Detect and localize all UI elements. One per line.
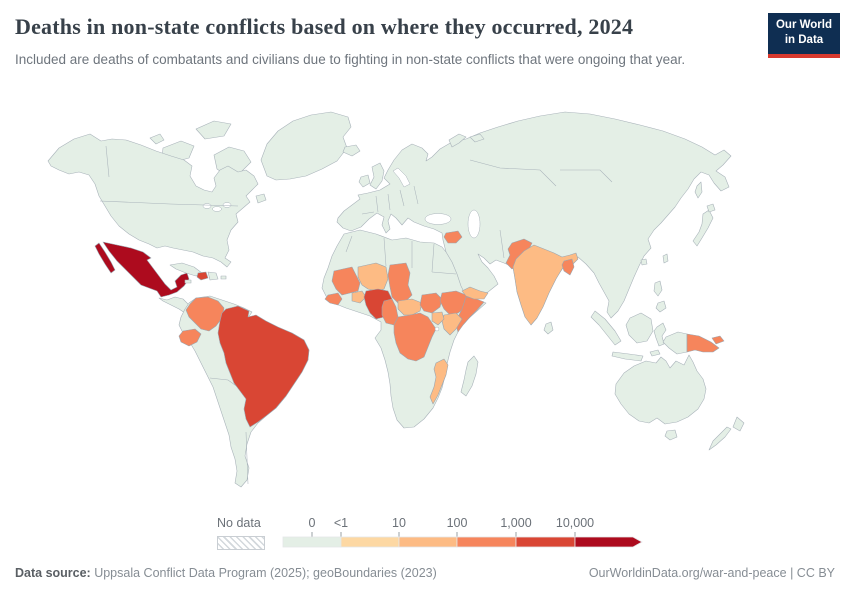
country-bangladesh[interactable] [561,258,575,276]
continent-australia[interactable] [614,354,707,425]
country-yemen[interactable] [461,286,489,300]
island-new-guinea-west[interactable] [662,331,688,355]
island-hainan[interactable] [640,258,648,266]
footer-separator: | [786,566,797,580]
country-uganda[interactable] [431,311,445,326]
baltic-sea [392,167,411,188]
owid-logo-line2: in Data [784,33,824,46]
island-novaya-zemlya[interactable] [448,133,467,148]
continent-north-america[interactable] [47,133,259,268]
data-source-text: Uppsala Conflict Data Program (2025); ge… [90,566,437,580]
island-hokkaido[interactable] [706,203,716,213]
great-lake [202,203,212,209]
legend-bin-5[interactable] [574,536,643,548]
legend-bin-1[interactable] [340,536,400,548]
country-brazil[interactable] [217,305,310,428]
country-colombia[interactable] [185,296,225,332]
country-mozambique[interactable] [429,358,449,405]
island-timor[interactable] [649,349,661,357]
owid-logo-line1: Our World [775,19,832,31]
country-drc[interactable] [393,312,437,362]
country-syria[interactable] [443,230,463,244]
owid-url-link[interactable]: OurWorldinData.org/war-and-peace [588,566,787,580]
country-japan[interactable] [692,209,714,247]
country-mali[interactable] [331,266,361,296]
no-data-swatch[interactable] [217,536,265,550]
country-iceland[interactable] [342,144,361,157]
country-kenya[interactable] [441,312,463,336]
country-papua-new-guinea[interactable] [686,333,725,353]
legend-bin-4[interactable] [515,536,576,548]
continent-eurasia[interactable] [336,111,732,325]
license-link[interactable]: CC BY [796,566,835,580]
island-sakhalin[interactable] [694,181,703,199]
legend-bin-2[interactable] [398,536,458,548]
legend-tick-2: 10 [392,516,406,530]
great-lake [222,202,232,208]
country-central-african-republic[interactable] [397,298,423,316]
country-ecuador[interactable] [178,328,202,347]
great-lake [212,206,222,212]
country-new-zealand-south[interactable] [708,426,732,451]
border-central-asia [469,159,613,259]
chart-subtitle: Included are deaths of combatants and ci… [15,52,686,67]
owid-logo[interactable]: Our World in Data [768,13,840,58]
country-india[interactable] [512,244,579,326]
border-alaska [105,145,110,178]
country-mexico[interactable] [94,241,190,298]
country-united-kingdom[interactable] [369,162,385,190]
legend-tick-1: <1 [333,516,349,530]
country-puerto-rico[interactable] [220,275,227,280]
legend-bin-3[interactable] [456,536,517,548]
legend-tick-5: 10,000 [555,516,595,530]
data-source-note: Data source: Uppsala Conflict Data Progr… [15,566,437,580]
country-ireland[interactable] [358,174,371,188]
country-somalia[interactable] [455,296,485,333]
island-borneo[interactable] [625,312,654,344]
caspian-sea [467,209,481,239]
legend-color-bar [282,532,643,548]
border-argentina-chile [245,431,249,485]
border-north-africa [345,235,457,275]
footer-links: OurWorldinData.org/war-and-peace | CC BY [589,566,835,580]
island-sulawesi[interactable] [653,322,667,347]
border-us-canada [99,200,239,207]
country-haiti[interactable] [196,271,209,281]
legend-tick-0: 0 [308,516,316,530]
border-europe [361,185,419,215]
no-data-label: No data [217,516,261,530]
country-burkina-faso[interactable] [351,290,367,304]
page-title: Deaths in non-state conflicts based on w… [15,14,634,39]
island-newfoundland[interactable] [255,193,267,204]
country-philippines[interactable] [653,280,663,297]
country-sri-lanka[interactable] [543,321,554,335]
legend-bin-0[interactable] [282,536,342,548]
island-sumatra[interactable] [590,310,622,346]
island-mindanao[interactable] [655,300,667,313]
country-new-zealand-north[interactable] [732,416,745,432]
legend-tick-4: 1,000 [500,516,532,530]
country-jamaica[interactable] [184,279,192,284]
arctic-island[interactable] [149,133,165,145]
island-tasmania[interactable] [664,429,678,441]
island-svalbard[interactable] [469,133,485,143]
island-java[interactable] [611,351,644,362]
legend-tick-3: 100 [446,516,468,530]
country-greenland[interactable] [260,111,352,181]
country-dominican-republic[interactable] [207,271,219,281]
country-guinea[interactable] [324,292,343,306]
country-south-sudan[interactable] [419,292,443,314]
data-source-label: Data source: [15,566,91,580]
black-sea [424,213,452,225]
arctic-island[interactable] [195,120,232,140]
country-madagascar[interactable] [460,355,479,397]
country-taiwan[interactable] [662,253,669,264]
lake-victoria [434,326,440,332]
